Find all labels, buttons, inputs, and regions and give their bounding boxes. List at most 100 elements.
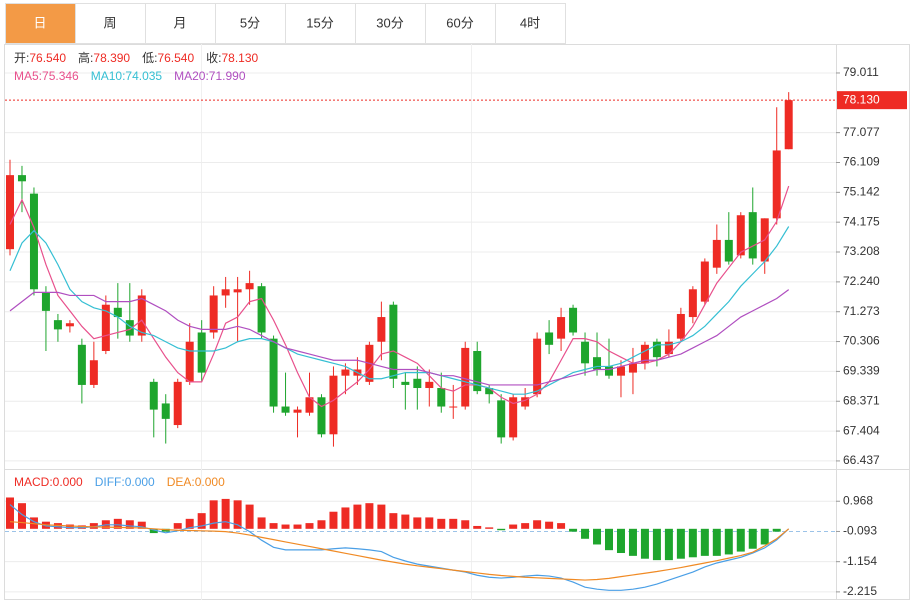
- legend-value: 0.000: [53, 475, 83, 489]
- macd-bar: [389, 513, 398, 529]
- candle-body: [53, 320, 62, 330]
- legend-name: DIFF:: [95, 475, 125, 489]
- macd-bar: [185, 518, 194, 529]
- legend-value: 78.390: [93, 51, 130, 65]
- legend-name: 收:: [206, 51, 221, 65]
- macd-bar: [557, 523, 566, 529]
- candle-body: [113, 307, 122, 318]
- candle-body: [185, 341, 194, 382]
- candle-body: [41, 292, 50, 311]
- legend: MACD:0.000 DIFF:0.000 DEA:0.000: [14, 475, 225, 489]
- legend-value: 0.000: [195, 475, 225, 489]
- y-tick-label: 77.077: [843, 125, 880, 139]
- candle-body: [497, 400, 506, 438]
- last-price-label: 78.130: [843, 92, 880, 106]
- macd-bar: [317, 520, 326, 529]
- y-tick-label: 73.208: [843, 244, 880, 258]
- tab-label[interactable]: 月: [173, 15, 186, 30]
- legend-name: 开:: [14, 51, 29, 65]
- candle-body: [581, 341, 590, 364]
- candle-body: [724, 239, 733, 262]
- macd-bar: [772, 528, 781, 532]
- legend-value: 76.540: [29, 51, 66, 65]
- candle-body: [700, 261, 709, 302]
- y-tick-label: 72.240: [843, 274, 880, 288]
- ma-line: [9, 289, 790, 386]
- macd-bar: [640, 528, 649, 559]
- macd-bar: [473, 525, 482, 529]
- macd-bar: [125, 520, 134, 529]
- macd-bar: [281, 524, 290, 529]
- y-tick-label: 70.306: [843, 334, 880, 348]
- candle-body: [413, 378, 422, 389]
- tab-label[interactable]: 日: [33, 15, 46, 30]
- tab-label[interactable]: 15分: [306, 15, 333, 30]
- tab-button[interactable]: [75, 3, 146, 44]
- candle-body: [281, 406, 290, 413]
- tab-label[interactable]: 60分: [446, 15, 473, 30]
- candle-body: [664, 341, 673, 355]
- macd-bar: [736, 528, 745, 552]
- macd-bar: [449, 518, 458, 529]
- y-tick-label: 66.437: [843, 453, 880, 467]
- macd-bar: [233, 500, 242, 529]
- candle-body: [628, 363, 637, 373]
- macd-bar: [6, 497, 14, 529]
- candle-body: [533, 338, 542, 395]
- candle-body: [712, 239, 721, 268]
- legend: 开:76.540 高:78.390 低:76.540 收:78.130: [14, 50, 259, 65]
- candle-body: [269, 338, 278, 407]
- y-tick-label: 68.371: [843, 393, 880, 407]
- macd-bar: [581, 528, 590, 539]
- macd-bar: [293, 524, 302, 529]
- macd-bar: [425, 517, 434, 529]
- candle-body: [341, 369, 350, 376]
- candle-body: [137, 295, 146, 336]
- macd-bar: [149, 528, 158, 534]
- tab-button[interactable]: [5, 3, 76, 44]
- legend-name: MA20:: [174, 69, 209, 83]
- tab-label[interactable]: 30分: [376, 15, 403, 30]
- macd-bar: [65, 524, 74, 529]
- candle-body: [784, 100, 793, 150]
- candle-body: [509, 397, 518, 438]
- macd-bar: [365, 503, 374, 529]
- macd-bar: [17, 503, 26, 529]
- y-tick-label: 79.011: [843, 65, 879, 79]
- macd-bar: [401, 514, 410, 529]
- candle-body: [748, 212, 757, 259]
- tab-label[interactable]: 5分: [240, 15, 260, 30]
- y-tick-label: 71.273: [843, 304, 880, 318]
- ma-line: [9, 226, 790, 395]
- candle-body: [389, 304, 398, 379]
- macd-line: [9, 504, 790, 591]
- macd-bar: [521, 523, 530, 529]
- candle-body: [329, 375, 338, 435]
- macd-bar: [497, 528, 506, 531]
- candle-body: [425, 381, 434, 389]
- tab-label[interactable]: 4时: [520, 15, 540, 30]
- candle-body: [6, 175, 14, 250]
- macd-bar: [377, 504, 386, 529]
- legend-name: DEA:: [167, 475, 195, 489]
- candle-body: [149, 381, 158, 410]
- legend-name: MA10:: [91, 69, 126, 83]
- macd-bar: [173, 523, 182, 529]
- tab-label[interactable]: 周: [103, 15, 116, 30]
- macd-bar: [305, 523, 314, 529]
- macd-bar: [605, 528, 613, 551]
- y-tick-label: -2.215: [843, 584, 877, 598]
- legend-value: 75.346: [42, 69, 79, 83]
- candle-body: [569, 307, 578, 333]
- candle-body: [688, 289, 697, 318]
- tab-button[interactable]: [285, 3, 356, 44]
- y-tick-label: -1.154: [843, 554, 877, 568]
- legend-name: MACD:: [14, 475, 53, 489]
- macd-bar: [688, 528, 697, 558]
- legend-name: 高:: [78, 50, 93, 65]
- macd-bar: [353, 504, 362, 529]
- candle-body: [676, 313, 685, 339]
- tab-button[interactable]: [495, 3, 566, 44]
- candle-body: [317, 397, 326, 435]
